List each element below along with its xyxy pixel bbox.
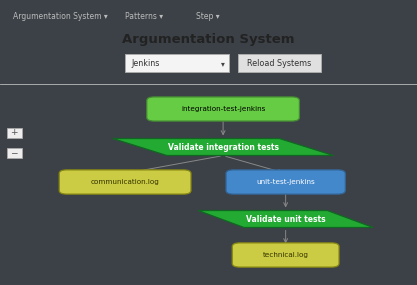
FancyBboxPatch shape — [7, 128, 22, 138]
FancyBboxPatch shape — [238, 54, 321, 72]
Polygon shape — [198, 211, 373, 227]
Text: −: − — [10, 148, 18, 157]
Text: Patterns ▾: Patterns ▾ — [125, 12, 163, 21]
FancyBboxPatch shape — [125, 54, 229, 72]
Text: Validate unit tests: Validate unit tests — [246, 215, 325, 223]
Text: integration-test-jenkins: integration-test-jenkins — [181, 106, 265, 112]
Text: +: + — [10, 128, 18, 137]
Polygon shape — [113, 139, 334, 156]
Text: technical.log: technical.log — [263, 252, 309, 258]
Text: unit-test-jenkins: unit-test-jenkins — [256, 179, 315, 185]
Text: communication.log: communication.log — [90, 179, 160, 185]
Text: Jenkins: Jenkins — [131, 59, 160, 68]
Text: Step ▾: Step ▾ — [196, 12, 220, 21]
FancyBboxPatch shape — [232, 243, 339, 267]
Text: Argumentation System: Argumentation System — [122, 33, 295, 46]
FancyBboxPatch shape — [59, 170, 191, 194]
Text: Validate integration tests: Validate integration tests — [168, 142, 279, 152]
FancyBboxPatch shape — [147, 97, 299, 121]
Text: Reload Systems: Reload Systems — [247, 59, 311, 68]
FancyBboxPatch shape — [7, 148, 22, 158]
Text: ▾: ▾ — [221, 59, 225, 68]
Text: Argumentation System ▾: Argumentation System ▾ — [13, 12, 107, 21]
FancyBboxPatch shape — [226, 170, 345, 194]
